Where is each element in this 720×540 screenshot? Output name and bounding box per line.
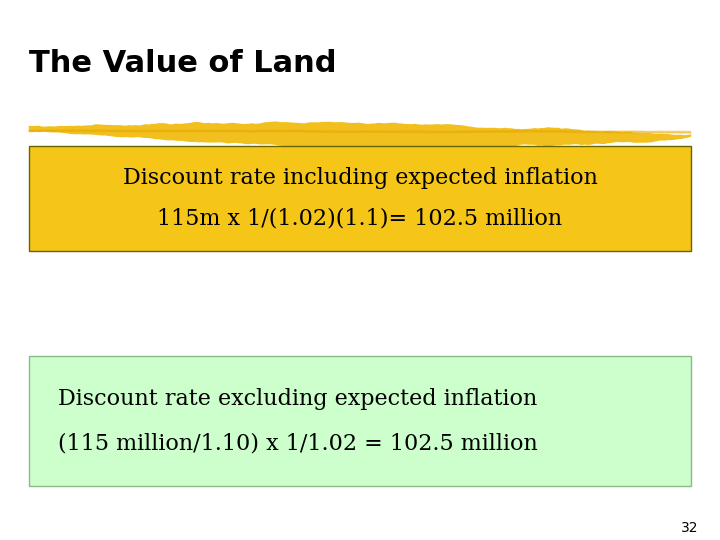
FancyBboxPatch shape — [29, 356, 691, 486]
Text: (115 million/1.10) x 1/1.02 = 102.5 million: (115 million/1.10) x 1/1.02 = 102.5 mill… — [58, 433, 537, 455]
Text: Discount rate excluding expected inflation: Discount rate excluding expected inflati… — [58, 388, 537, 409]
FancyBboxPatch shape — [29, 146, 691, 251]
Text: 32: 32 — [681, 521, 698, 535]
Text: 115m x 1/(1.02)(1.1)= 102.5 million: 115m x 1/(1.02)(1.1)= 102.5 million — [158, 208, 562, 230]
Text: The Value of Land: The Value of Land — [29, 49, 336, 78]
Polygon shape — [29, 122, 691, 149]
Text: Discount rate including expected inflation: Discount rate including expected inflati… — [122, 167, 598, 189]
